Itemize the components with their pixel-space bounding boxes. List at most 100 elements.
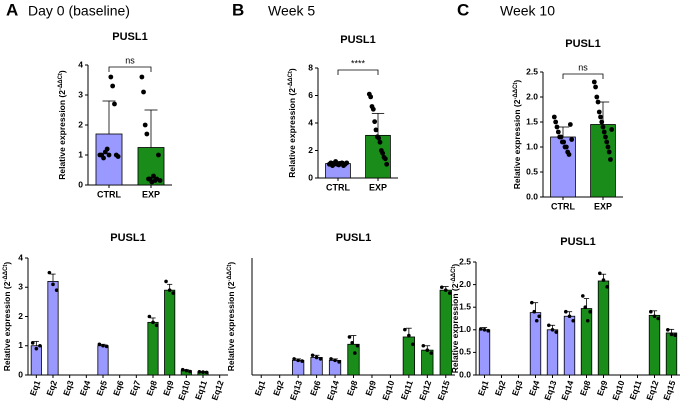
data-point xyxy=(585,318,590,323)
x-tick-label: Eq4 xyxy=(527,379,542,397)
significance-label: ns xyxy=(578,62,588,72)
data-point xyxy=(333,358,337,363)
y-tick-label: 1.5 xyxy=(526,116,538,126)
data-point xyxy=(595,99,601,105)
data-point xyxy=(534,318,539,323)
x-tick-label: Eq8 xyxy=(345,379,360,397)
bar xyxy=(147,321,159,376)
y-axis-label-part: -ΔΔCt xyxy=(3,265,9,282)
x-tick-label: Eq5 xyxy=(94,379,109,397)
panel-letter: A xyxy=(6,0,18,19)
data-point xyxy=(609,127,615,132)
y-tick-label: 0 xyxy=(78,179,83,189)
y-tick-label: 4 xyxy=(308,117,313,127)
data-point xyxy=(537,314,541,319)
y-tick-label: 2.5 xyxy=(526,66,538,76)
data-point xyxy=(563,144,569,150)
data-point xyxy=(157,178,163,183)
x-tick-label: Eq8 xyxy=(578,379,593,397)
x-tick-label: Eq10 xyxy=(176,379,192,402)
data-point xyxy=(344,160,350,166)
y-axis-label-part: Relative expression (2 xyxy=(226,281,236,371)
x-tick-label: Eq12 xyxy=(209,379,225,402)
chart-title: PUSL1 xyxy=(560,236,595,248)
panel-heading: Day 0 (baseline) xyxy=(28,3,130,19)
bar xyxy=(95,133,123,186)
data-point xyxy=(147,314,152,319)
data-point xyxy=(608,157,613,162)
data-point xyxy=(551,114,557,120)
y-tick-label: 0 xyxy=(308,172,313,182)
data-point xyxy=(553,119,559,125)
data-point xyxy=(561,139,567,145)
x-tick-label: Eq13 xyxy=(542,379,558,402)
data-point xyxy=(605,285,609,289)
y-axis-label-part: -ΔΔCt xyxy=(227,265,233,282)
panel-heading: Week 10 xyxy=(500,3,555,19)
x-tick-label: Eq4 xyxy=(78,379,93,397)
y-tick-label: 2.5 xyxy=(459,256,471,266)
data-point xyxy=(151,173,156,179)
x-tick-label: EXP xyxy=(369,182,387,192)
data-point xyxy=(180,367,185,372)
data-point xyxy=(600,124,606,130)
y-tick-label: 1.0 xyxy=(459,324,471,334)
data-point xyxy=(594,94,600,100)
panel-letter: C xyxy=(457,0,469,19)
data-point xyxy=(532,309,537,314)
y-axis-label: Relative expression (2-ΔΔCt) xyxy=(512,80,522,190)
data-point xyxy=(603,134,608,140)
bar xyxy=(665,332,678,376)
data-point xyxy=(555,129,561,135)
data-point xyxy=(144,131,150,137)
data-point xyxy=(368,94,374,100)
y-tick-label: 2 xyxy=(78,119,83,129)
data-point xyxy=(599,119,605,125)
data-point xyxy=(300,359,304,363)
data-point xyxy=(201,370,205,374)
x-tick-label: Eq10 xyxy=(380,379,396,402)
data-point xyxy=(115,154,121,159)
x-tick-label: Eq3 xyxy=(61,379,76,397)
data-point xyxy=(54,288,59,292)
data-point xyxy=(567,122,573,127)
x-tick-label: Eq9 xyxy=(595,379,610,397)
data-point xyxy=(425,348,430,352)
data-point xyxy=(376,135,382,141)
y-tick-label: 4 xyxy=(18,252,23,262)
data-point xyxy=(649,309,653,314)
y-axis-label: Relative expression (2-ΔΔCt) xyxy=(57,70,67,180)
bar xyxy=(478,329,491,376)
significance-bracket xyxy=(337,69,379,75)
data-point xyxy=(598,271,602,276)
data-point xyxy=(51,282,55,287)
data-point xyxy=(347,335,352,339)
data-point xyxy=(596,109,602,115)
y-axis-label: Relative expression (2-ΔΔCt) xyxy=(450,264,460,374)
y-axis-label-part: -ΔΔCt xyxy=(58,73,64,90)
significance-bracket xyxy=(108,66,152,72)
data-point xyxy=(329,357,333,361)
x-tick-label: Eq14 xyxy=(559,379,575,402)
y-tick-label: 1 xyxy=(78,149,83,159)
data-point xyxy=(591,79,597,85)
data-point xyxy=(604,139,610,145)
bar xyxy=(648,314,661,376)
data-point xyxy=(101,343,105,348)
data-point xyxy=(34,346,39,351)
data-point xyxy=(530,300,534,305)
chart-title: PUSL1 xyxy=(565,38,600,50)
data-point xyxy=(382,156,388,162)
data-point xyxy=(106,152,112,158)
y-axis-label-part: Relative expression (2 xyxy=(2,281,12,371)
x-tick-label: Eq2 xyxy=(271,379,286,397)
data-point xyxy=(601,129,607,135)
data-point xyxy=(171,291,176,295)
data-point xyxy=(411,342,415,347)
x-tick-label: Eq7 xyxy=(128,379,143,397)
data-point xyxy=(184,368,189,373)
data-point xyxy=(479,327,483,331)
x-tick-label: Eq15 xyxy=(661,379,677,402)
y-tick-label: 3 xyxy=(78,89,83,99)
